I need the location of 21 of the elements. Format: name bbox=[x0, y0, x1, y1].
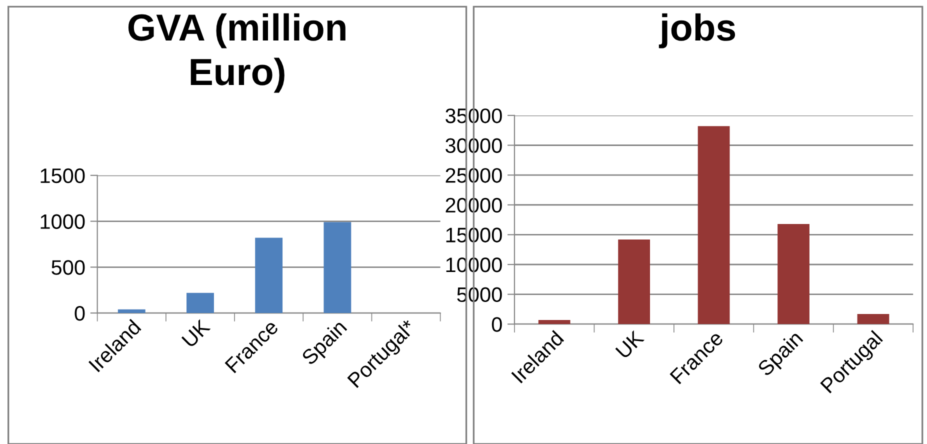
x-tick-label: UK bbox=[181, 318, 211, 348]
bar bbox=[698, 126, 730, 324]
y-tick-label: 1000 bbox=[40, 214, 85, 230]
y-tick-label: 0 bbox=[492, 317, 502, 332]
bar bbox=[118, 309, 146, 314]
chart-title: GVA (million Euro) bbox=[128, 13, 346, 93]
x-tick-label: UK bbox=[615, 330, 645, 360]
y-tick-label: 0 bbox=[74, 306, 85, 321]
bar bbox=[778, 224, 810, 324]
bar bbox=[538, 320, 570, 324]
y-tick-label: 15000 bbox=[446, 228, 502, 242]
bar bbox=[857, 314, 890, 324]
bar bbox=[618, 239, 650, 324]
bar bbox=[255, 238, 283, 314]
bar bbox=[324, 222, 352, 314]
y-tick-label: 25000 bbox=[446, 168, 502, 183]
y-tick-label: 500 bbox=[52, 260, 85, 275]
chart-title: jobs bbox=[658, 13, 736, 48]
bar bbox=[186, 292, 214, 314]
y-tick-label: 1500 bbox=[40, 168, 85, 184]
y-tick-label: 35000 bbox=[446, 108, 502, 124]
